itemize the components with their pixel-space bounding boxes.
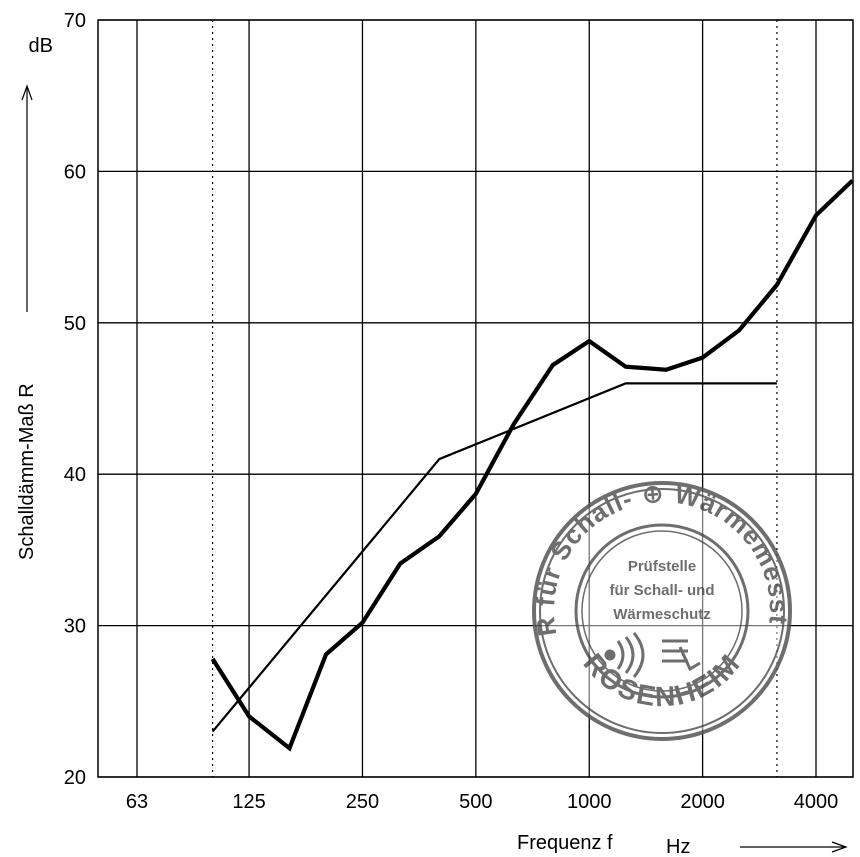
y-axis-arrow xyxy=(21,84,33,312)
y-tick-label: 40 xyxy=(64,464,86,486)
x-tick-labels: 63 125 250 500 1000 2000 4000 xyxy=(126,791,838,813)
x-tick-label: 250 xyxy=(346,791,379,813)
y-tick-labels: 20 30 40 50 60 70 xyxy=(64,10,86,789)
x-tick-label: 4000 xyxy=(794,791,839,813)
y-axis-label: Schalldämm-Maß R xyxy=(16,383,38,560)
x-axis-arrow xyxy=(740,841,848,853)
stamp-seal: LABOR für Schall- ⊕ Wärmemesstechnik ROS… xyxy=(530,478,793,741)
y-unit: dB xyxy=(29,35,53,57)
reference-curve-line xyxy=(211,382,777,733)
grid xyxy=(97,19,854,778)
x-tick-label: 125 xyxy=(232,791,265,813)
y-tick-label: 30 xyxy=(64,616,86,638)
y-tick-label: 50 xyxy=(64,313,86,335)
svg-text:für Schall- und: für Schall- und xyxy=(610,582,715,599)
y-tick-label: 60 xyxy=(64,161,86,183)
x-tick-label: 500 xyxy=(459,791,492,813)
x-tick-label: 1000 xyxy=(567,791,612,813)
svg-text:Prüfstelle: Prüfstelle xyxy=(628,558,696,575)
x-axis-label: Frequenz f xyxy=(517,832,613,854)
y-tick-label: 20 xyxy=(64,767,86,789)
measured-series-line xyxy=(210,178,854,752)
svg-text:Wärmeschutz: Wärmeschutz xyxy=(613,606,711,623)
x-tick-label: 63 xyxy=(126,791,148,813)
y-tick-label: 70 xyxy=(64,10,86,32)
x-tick-label: 2000 xyxy=(680,791,725,813)
x-unit: Hz xyxy=(666,836,690,857)
series-lines xyxy=(210,178,854,752)
